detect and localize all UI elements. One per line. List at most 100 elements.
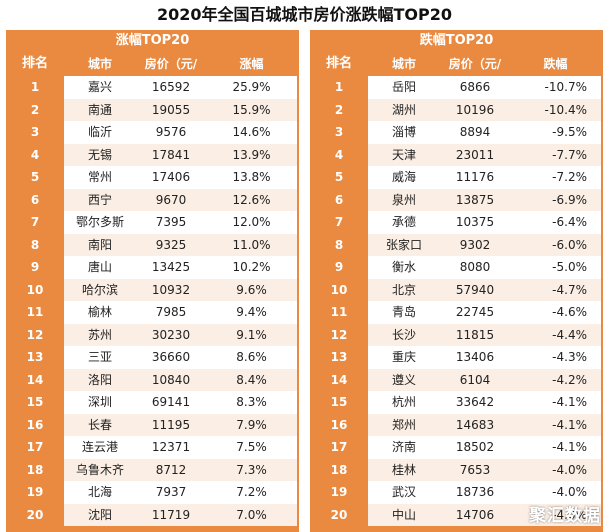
fall-table-row: 天津 23011 -7.7% (368, 143, 601, 166)
fall-price-cell: 22745 (455, 305, 495, 319)
fall-column-headers: 城市 房价（元/㎡） 跌幅 (368, 52, 601, 95)
rise-rank: 11 (26, 305, 44, 319)
fall-rank: 6 (334, 192, 344, 207)
rise-price-cell: 69141 (151, 395, 191, 409)
rise-rank: 20 (26, 507, 44, 522)
fall-price-cell: 23011 (455, 147, 495, 162)
fall-rank-column: 排名 1 2 3 4 5 6 7 8 9 10 11 12 13 14 15 16 17 18 19 20 (310, 52, 368, 526)
fall-city-cell: 北京 (391, 282, 416, 297)
fall-pct-cell: -6.0% (552, 237, 587, 252)
rise-rank: 6 (30, 192, 40, 207)
fall-pct-cell: -5.0% (552, 260, 587, 274)
rise-price-cell: 13425 (151, 260, 191, 274)
fall-city-cell: 岳阳 (391, 80, 416, 94)
fall-city-cell: 天津 (391, 147, 416, 162)
rise-rank: 17 (26, 440, 44, 454)
fall-city-cell: 张家口 (385, 237, 422, 252)
rise-rank: 8 (30, 237, 40, 252)
rise-rank: 12 (26, 327, 44, 342)
rise-rank-header: 排名 (21, 56, 48, 71)
fall-panel: 跌幅TOP20 排名 1 2 3 4 5 6 7 8 9 10 11 12 13 14 15 16 17 18 19… (310, 30, 603, 532)
rise-price-cell: 36660 (151, 350, 191, 364)
rise-price-cell: 17841 (151, 147, 191, 162)
page-title: 2020年全国百城城市房价涨跌幅TOP20 (156, 5, 453, 24)
fall-table-row: 武汉 18736 -4.0% (368, 481, 601, 504)
fall-price-cell: 13406 (455, 350, 495, 364)
fall-rank: 9 (334, 260, 344, 274)
rise-city-cell: 长春 (87, 417, 112, 432)
fall-city-cell: 杭州 (391, 395, 416, 409)
rise-table-row: 榆林 7985 9.4% (64, 301, 297, 324)
fall-pct-header: 跌幅 (543, 57, 568, 71)
rise-pct-cell: 8.4% (236, 372, 267, 387)
fall-pct-cell: -4.4% (552, 327, 587, 342)
rise-city-cell: 无锡 (87, 147, 112, 162)
rise-panel-title: 涨幅TOP20 (115, 33, 190, 48)
fall-price-cell: 18736 (455, 485, 495, 499)
fall-table-row: 北京 57940 -4.7% (368, 278, 601, 301)
fall-table-row: 杭州 33642 -4.1% (368, 391, 601, 414)
rise-column-headers: 城市 房价（元/㎡） 涨幅 (64, 52, 297, 95)
rise-city-cell: 哈尔滨 (81, 282, 118, 297)
rise-pct-cell: 14.6% (232, 125, 271, 139)
fall-table-row: 张家口 9302 -6.0% (368, 233, 601, 256)
rise-city-cell: 乌鲁木齐 (75, 462, 124, 477)
fall-rank: 10 (330, 282, 348, 297)
rise-table-row: 临沂 9576 14.6% (64, 121, 297, 144)
rise-rank: 7 (30, 215, 40, 229)
rise-city-cell: 鄂尔多斯 (75, 215, 124, 229)
fall-city-cell: 威海 (391, 170, 416, 184)
fall-table-row: 中山 14706 -4.0% (368, 503, 601, 526)
rise-table-row: 沈阳 11719 7.0% (64, 503, 297, 526)
fall-city-cell: 济南 (391, 440, 416, 454)
fall-price-cell: 8894 (459, 125, 491, 139)
fall-table-row: 威海 11176 -7.2% (368, 166, 601, 189)
fall-price-cell: 14683 (455, 417, 495, 432)
fall-city-cell: 承德 (391, 215, 416, 229)
fall-price-cell: 8080 (459, 260, 491, 274)
rise-price-cell: 12371 (151, 440, 191, 454)
rise-city-cell: 沈阳 (87, 507, 112, 522)
fall-city-cell: 长沙 (391, 327, 416, 342)
rise-table-row: 常州 17406 13.8% (64, 166, 297, 189)
fall-table-row: 济南 18502 -4.1% (368, 436, 601, 459)
fall-rank: 20 (330, 507, 348, 522)
rise-rank: 4 (30, 147, 40, 162)
rise-pct-header: 涨幅 (239, 57, 264, 71)
rise-table-row: 苏州 30230 9.1% (64, 323, 297, 346)
fall-price-cell: 14706 (455, 507, 495, 522)
fall-price-cell: 9302 (459, 237, 491, 252)
rise-rank: 10 (26, 282, 44, 297)
fall-table-body: 岳阳 6866 -10.7% 湖州 10196 -10.4% 淄博 8894 -9.5% 天津 23… (368, 76, 601, 526)
rise-price-cell: 10932 (151, 282, 191, 297)
rise-table-row: 北海 7937 7.2% (64, 481, 297, 504)
rise-rank: 14 (26, 372, 44, 387)
fall-pct-cell: -9.5% (552, 125, 587, 139)
fall-rank: 13 (330, 350, 348, 364)
fall-price-cell: 11815 (455, 327, 495, 342)
fall-city-cell: 武汉 (391, 485, 416, 499)
rise-city-cell: 北海 (87, 485, 112, 499)
rise-price-cell: 30230 (151, 327, 191, 342)
rise-price-cell: 9670 (155, 192, 187, 207)
rise-pct-cell: 9.4% (236, 305, 267, 319)
rise-table-row: 长春 11195 7.9% (64, 413, 297, 436)
fall-price-header: 房价（元/㎡） (448, 57, 502, 95)
rise-table-row: 哈尔滨 10932 9.6% (64, 278, 297, 301)
rise-pct-cell: 13.9% (232, 147, 271, 162)
rise-pct-cell: 7.9% (236, 417, 267, 432)
rise-price-cell: 16592 (151, 80, 191, 94)
fall-table-row: 青岛 22745 -4.6% (368, 301, 601, 324)
rise-pct-cell: 7.0% (236, 507, 267, 522)
fall-city-cell: 重庆 (391, 350, 416, 364)
fall-pct-cell: -4.0% (552, 462, 587, 477)
rise-city-cell: 临沂 (87, 125, 112, 139)
rise-city-cell: 南阳 (87, 237, 112, 252)
fall-pct-cell: -4.1% (552, 440, 587, 454)
fall-city-cell: 中山 (391, 507, 416, 522)
fall-rank-header: 排名 (325, 56, 352, 71)
fall-pct-cell: -4.1% (552, 395, 587, 409)
rise-pct-cell: 15.9% (232, 102, 271, 117)
rise-city-cell: 连云港 (81, 440, 118, 454)
